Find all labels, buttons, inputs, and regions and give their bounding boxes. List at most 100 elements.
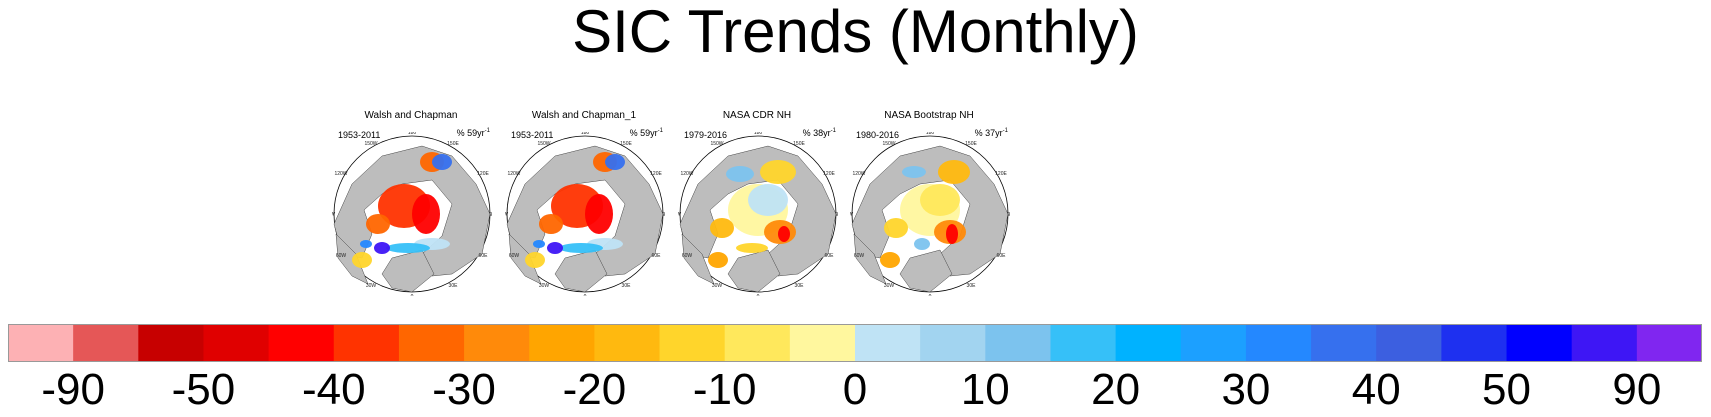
trend-patch <box>386 243 430 253</box>
longitude-label: 90W <box>850 212 853 218</box>
land-mass <box>681 233 715 285</box>
colorbar <box>8 324 1702 362</box>
panel-title: NASA CDR NH <box>722 110 792 121</box>
trend-patch <box>547 242 563 254</box>
colorbar-tick-label: -10 <box>692 365 757 414</box>
colorbar-bin <box>203 324 270 362</box>
colorbar-tick-label: 10 <box>960 365 1010 414</box>
page-title: SIC Trends (Monthly) <box>572 0 1139 65</box>
colorbar-bin <box>1636 324 1702 362</box>
longitude-label: 180 <box>926 132 935 136</box>
colorbar-bin <box>855 324 921 362</box>
longitude-label: 60E <box>997 253 1007 259</box>
colorbar-bin <box>8 324 74 362</box>
panel-years: 1980-2016 <box>856 130 900 140</box>
trend-patch <box>880 252 900 268</box>
longitude-label: 150E <box>447 141 459 147</box>
longitude-label: 150W <box>710 141 723 147</box>
map-panel: Walsh and Chapman 1953-2011 % 59yr-1 180 150… <box>326 110 496 300</box>
colorbar-tick-labels: -90 -50 -40 -30 -20 -10 0 10 20 30 40 50 90 <box>8 366 1702 416</box>
colorbar-bin <box>73 324 139 362</box>
longitude-label: 0 <box>757 294 760 296</box>
trend-patch <box>726 166 754 182</box>
colorbar-bin <box>1506 324 1573 362</box>
longitude-label: 180 <box>754 132 763 136</box>
polar-map: 180 150E 120E 90E 60E 30E 0 30W 60W 90W 120W 150W <box>850 132 1010 296</box>
panel-trend-units-exponent: -1 <box>657 128 663 134</box>
trend-patch <box>585 194 613 234</box>
longitude-label: 30W <box>539 283 550 289</box>
colorbar-bin <box>1050 324 1117 362</box>
panel-trend-units-text: % 37yr <box>974 128 1003 138</box>
longitude-label: 60E <box>479 253 489 259</box>
longitude-label: 120W <box>680 171 693 177</box>
longitude-label: 60W <box>336 253 347 259</box>
land-mass <box>899 249 953 293</box>
longitude-label: 0 <box>584 294 587 296</box>
trend-patch <box>778 226 790 242</box>
colorbar-bin <box>1115 324 1182 362</box>
map-panel: NASA Bootstrap NH 1980-2016 % 37yr-1 180 150… <box>844 110 1014 300</box>
longitude-label: 120W <box>334 171 347 177</box>
trend-patch <box>710 218 734 238</box>
map-panel: NASA CDR NH 1979-2016 % 38yr-1 180 150E 120E 9… <box>672 110 842 300</box>
panel-trend-units-text: % 59yr <box>629 128 658 138</box>
trend-patch <box>360 240 372 248</box>
colorbar-tick-label: -20 <box>562 365 627 414</box>
polar-map: 180 150E 120E 90E 60E 30E 0 30W 60W 90W 120W 150W <box>505 132 665 296</box>
longitude-label: 150W <box>537 141 550 147</box>
longitude-label: 60W <box>682 253 693 259</box>
trend-patch <box>920 184 960 216</box>
colorbar-bin <box>464 324 530 362</box>
trend-patch <box>525 252 545 268</box>
colorbar-bin <box>1571 324 1638 362</box>
trend-patch <box>533 240 545 248</box>
colorbar-tick-label: -90 <box>41 365 105 414</box>
colorbar-bin <box>724 324 791 362</box>
colorbar-bin <box>659 324 726 362</box>
polar-map: 180 150E 120E 90E 60E 30E 0 30W 60W 90W 120W 150W <box>332 132 492 296</box>
longitude-label: 150E <box>965 141 977 147</box>
longitude-label: 60W <box>509 253 520 259</box>
colorbar-tick-label: 50 <box>1482 365 1532 414</box>
longitude-label: 30E <box>795 283 805 289</box>
longitude-label: 30E <box>449 283 459 289</box>
colorbar-tick-label: 90 <box>1612 365 1662 414</box>
panel-years: 1979-2016 <box>684 130 728 140</box>
trend-patch <box>938 160 970 184</box>
colorbar-bin <box>594 324 661 362</box>
longitude-label: 150E <box>793 141 805 147</box>
panel-trend-units-text: % 38yr <box>802 128 831 138</box>
panel-trend-units: % 59yr-1 <box>630 128 663 138</box>
longitude-label: 60W <box>854 253 865 259</box>
longitude-label: 180 <box>581 132 590 136</box>
panel-years: 1953-2011 <box>338 130 381 140</box>
trend-patch <box>914 238 930 250</box>
panel-trend-units: % 37yr-1 <box>975 128 1008 138</box>
longitude-label: 90W <box>332 212 335 218</box>
longitude-label: 150W <box>364 141 377 147</box>
land-mass <box>508 233 542 285</box>
trend-patch <box>902 166 926 178</box>
colorbar-bin <box>789 324 856 362</box>
colorbar-tick-label: 30 <box>1221 365 1271 414</box>
panel-trend-units: % 59yr-1 <box>457 128 490 138</box>
colorbar-bin <box>268 324 335 362</box>
longitude-label: 30E <box>967 283 977 289</box>
panel-trend-units-exponent: -1 <box>1002 128 1008 134</box>
trend-patch <box>605 154 625 170</box>
trend-patch <box>708 252 728 268</box>
panel-trend-units-exponent: -1 <box>484 128 490 134</box>
trend-patch <box>946 224 958 244</box>
trend-patch <box>374 242 390 254</box>
longitude-label: 120W <box>507 171 520 177</box>
longitude-label: 30E <box>622 283 632 289</box>
longitude-label: 120E <box>823 171 835 177</box>
longitude-label: 90E <box>836 212 838 218</box>
panel-trend-units-text: % 59yr <box>456 128 485 138</box>
colorbar-bin <box>1311 324 1377 362</box>
longitude-label: 30W <box>884 283 895 289</box>
colorbar-tick-label: 0 <box>842 365 868 414</box>
longitude-label: 90E <box>663 212 665 218</box>
trend-patch <box>539 214 563 234</box>
